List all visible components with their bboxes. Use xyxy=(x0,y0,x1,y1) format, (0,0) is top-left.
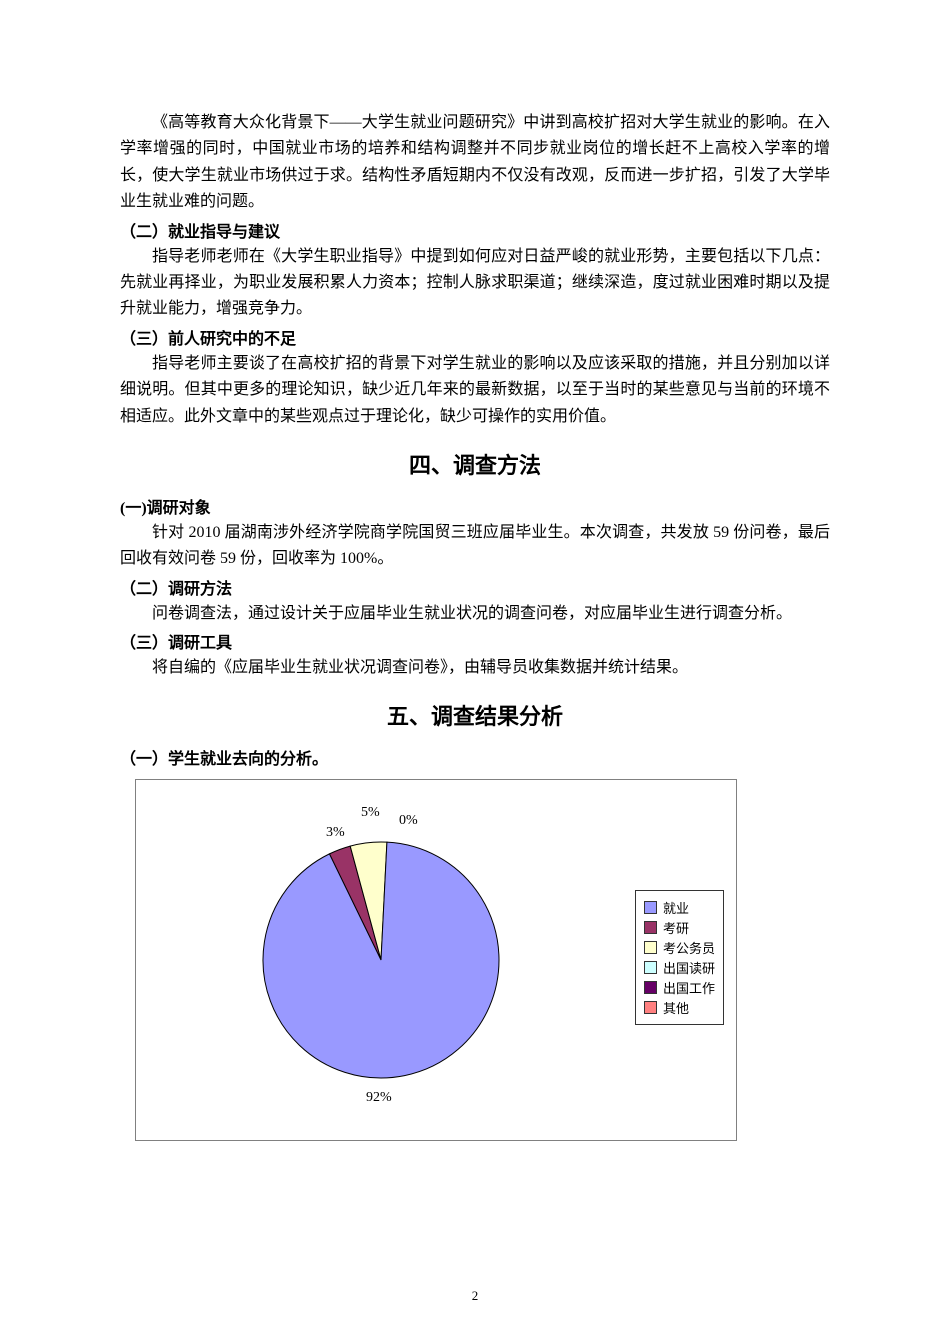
paragraph-4-3: 将自编的《应届毕业生就业状况调查问卷》，由辅导员收集数据并统计结果。 xyxy=(120,655,830,681)
subheading-2-3: （三）前人研究中的不足 xyxy=(120,325,830,349)
legend-label: 考公务员 xyxy=(663,938,715,957)
legend-label: 出国工作 xyxy=(663,978,715,997)
paragraph-4-1: 针对 2010 届湖南涉外经济学院商学院国贸三班应届毕业生。本次调查，共发放 5… xyxy=(120,520,830,573)
legend-item: 出国工作 xyxy=(644,978,715,997)
pie-chart xyxy=(256,835,506,1085)
legend-swatch xyxy=(644,1001,657,1014)
legend-item: 其他 xyxy=(644,998,715,1017)
pie-chart-container: 5% 3% 0% 92% 就业考研考公务员出国读研出国工作其他 xyxy=(135,779,737,1141)
legend-swatch xyxy=(644,961,657,974)
paragraph-2-2: 指导老师老师在《大学生职业指导》中提到如何应对日益严峻的就业形势，主要包括以下几… xyxy=(120,244,830,323)
subheading-4-1: (一)调研对象 xyxy=(120,494,830,518)
pie-label-5pct: 5% xyxy=(361,805,380,821)
legend-item: 出国读研 xyxy=(644,958,715,977)
page-number: 2 xyxy=(0,1288,950,1304)
legend-swatch xyxy=(644,941,657,954)
paragraph-4-2: 问卷调查法，通过设计关于应届毕业生就业状况的调查问卷，对应届毕业生进行调查分析。 xyxy=(120,601,830,627)
legend-label: 考研 xyxy=(663,918,689,937)
section-4-title: 四、调查方法 xyxy=(120,448,830,480)
chart-legend: 就业考研考公务员出国读研出国工作其他 xyxy=(635,890,724,1025)
legend-swatch xyxy=(644,981,657,994)
legend-label: 就业 xyxy=(663,898,689,917)
legend-item: 考研 xyxy=(644,918,715,937)
intro-paragraph: 《高等教育大众化背景下——大学生就业问题研究》中讲到高校扩招对大学生就业的影响。… xyxy=(120,110,830,216)
subheading-5-1: （一）学生就业去向的分析。 xyxy=(120,745,830,769)
legend-item: 就业 xyxy=(644,898,715,917)
legend-swatch xyxy=(644,901,657,914)
legend-label: 出国读研 xyxy=(663,958,715,977)
legend-label: 其他 xyxy=(663,998,689,1017)
pie-label-92pct: 92% xyxy=(366,1090,392,1106)
subheading-2-2: （二）就业指导与建议 xyxy=(120,218,830,242)
subheading-4-3: （三）调研工具 xyxy=(120,629,830,653)
pie-label-3pct: 3% xyxy=(326,825,345,841)
paragraph-2-3: 指导老师主要谈了在高校扩招的背景下对学生就业的影响以及应该采取的措施，并且分别加… xyxy=(120,351,830,430)
subheading-4-2: （二）调研方法 xyxy=(120,575,830,599)
section-5-title: 五、调查结果分析 xyxy=(120,699,830,731)
document-page: 《高等教育大众化背景下——大学生就业问题研究》中讲到高校扩招对大学生就业的影响。… xyxy=(0,0,950,1344)
legend-item: 考公务员 xyxy=(644,938,715,957)
pie-label-0pct: 0% xyxy=(399,813,418,829)
legend-swatch xyxy=(644,921,657,934)
